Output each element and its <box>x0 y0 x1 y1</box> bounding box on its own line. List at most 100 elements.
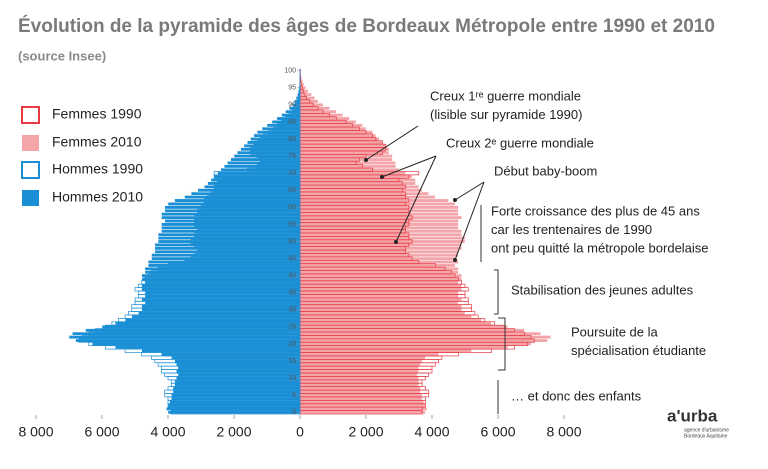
arrow <box>381 155 437 178</box>
bar <box>223 164 301 169</box>
legend-label: Hommes 2010 <box>52 189 143 205</box>
legend-label: Femmes 1990 <box>52 106 142 122</box>
bar <box>299 410 426 415</box>
bar <box>299 184 420 189</box>
bar <box>72 331 301 336</box>
bar <box>240 147 301 152</box>
bar <box>299 229 462 234</box>
bar <box>141 277 301 282</box>
y-tick-label: 75 <box>288 153 296 160</box>
bar <box>174 198 301 203</box>
bar <box>171 396 301 401</box>
arrows <box>364 125 485 262</box>
bar <box>85 328 301 333</box>
bar <box>299 198 449 203</box>
bar <box>299 253 459 258</box>
bar <box>299 195 436 200</box>
bar <box>299 143 387 148</box>
bar <box>299 386 421 391</box>
bar <box>299 389 421 394</box>
bar <box>177 372 301 377</box>
bars <box>68 68 552 415</box>
arrow-dot <box>453 258 457 262</box>
annotation: Creux 2ᵉ guerre mondiale <box>446 135 594 150</box>
bar <box>299 157 393 162</box>
legend-label: Hommes 1990 <box>52 161 143 177</box>
logo: a'urba <box>667 406 718 425</box>
bar <box>299 178 416 182</box>
bar <box>299 338 548 343</box>
bar <box>299 403 426 408</box>
bar <box>299 376 420 381</box>
y-tick-label: 55 <box>288 221 296 228</box>
bar <box>299 318 482 323</box>
bar <box>190 191 301 196</box>
bar <box>131 314 301 319</box>
bar <box>299 222 459 227</box>
bar <box>299 348 472 353</box>
legend-swatch <box>21 106 40 124</box>
bar <box>299 307 462 312</box>
bar <box>147 260 301 264</box>
bar <box>299 106 330 111</box>
bar <box>299 263 456 268</box>
bar <box>299 99 319 104</box>
annotation: Creux 1ʳᵉ guerre mondiale <box>430 88 581 103</box>
bar <box>299 324 509 329</box>
bar <box>299 355 426 360</box>
bar <box>299 126 367 131</box>
bar <box>207 181 301 186</box>
brackets <box>480 205 506 414</box>
bar <box>299 236 466 241</box>
bar <box>299 266 459 271</box>
bar <box>299 78 303 83</box>
bar <box>161 225 301 230</box>
arrow-dot <box>380 175 384 179</box>
bar <box>299 113 344 118</box>
x-tick-label: 2 000 <box>216 424 251 440</box>
bar <box>299 102 324 107</box>
bar <box>295 96 301 100</box>
annotation: ont peu quitté la métropole bordelaise <box>491 240 709 255</box>
bar <box>144 294 301 299</box>
bar <box>299 181 416 186</box>
bar <box>167 403 301 408</box>
logo-subtitle: Bordeaux Aquitaine <box>684 433 728 439</box>
bar <box>299 311 466 316</box>
y-tick-label: 0 <box>292 409 296 416</box>
bar <box>141 348 301 353</box>
bar <box>281 113 301 118</box>
bar <box>299 188 423 193</box>
y-tick-label: 80 <box>288 136 296 143</box>
bar <box>299 280 459 285</box>
annotations: Creux 1ʳᵉ guerre mondiale (lisible sur py… <box>430 88 709 403</box>
bar <box>166 406 301 411</box>
bar <box>141 283 301 288</box>
bar <box>174 379 301 384</box>
bar <box>299 400 424 405</box>
bar <box>299 352 439 357</box>
bar <box>172 389 301 394</box>
bar <box>167 410 301 415</box>
bar <box>210 178 301 182</box>
y-tick-label: 60 <box>288 204 296 211</box>
y-tick-label: 35 <box>288 290 296 297</box>
bar <box>299 246 462 251</box>
x-tick-label: 6 000 <box>480 424 515 440</box>
y-tick-label: 10 <box>288 375 296 382</box>
bar <box>299 133 377 138</box>
bar <box>164 208 301 213</box>
bar <box>144 301 301 305</box>
arrow <box>454 181 485 261</box>
bar <box>141 287 301 292</box>
bar <box>299 294 459 299</box>
bar <box>157 232 301 237</box>
bar <box>299 242 462 247</box>
bar <box>141 273 301 278</box>
bar <box>299 116 350 121</box>
bar <box>299 191 429 196</box>
bar <box>299 256 456 261</box>
bar <box>151 253 301 258</box>
bar <box>261 126 301 131</box>
y-tick-label: 90 <box>288 102 296 109</box>
